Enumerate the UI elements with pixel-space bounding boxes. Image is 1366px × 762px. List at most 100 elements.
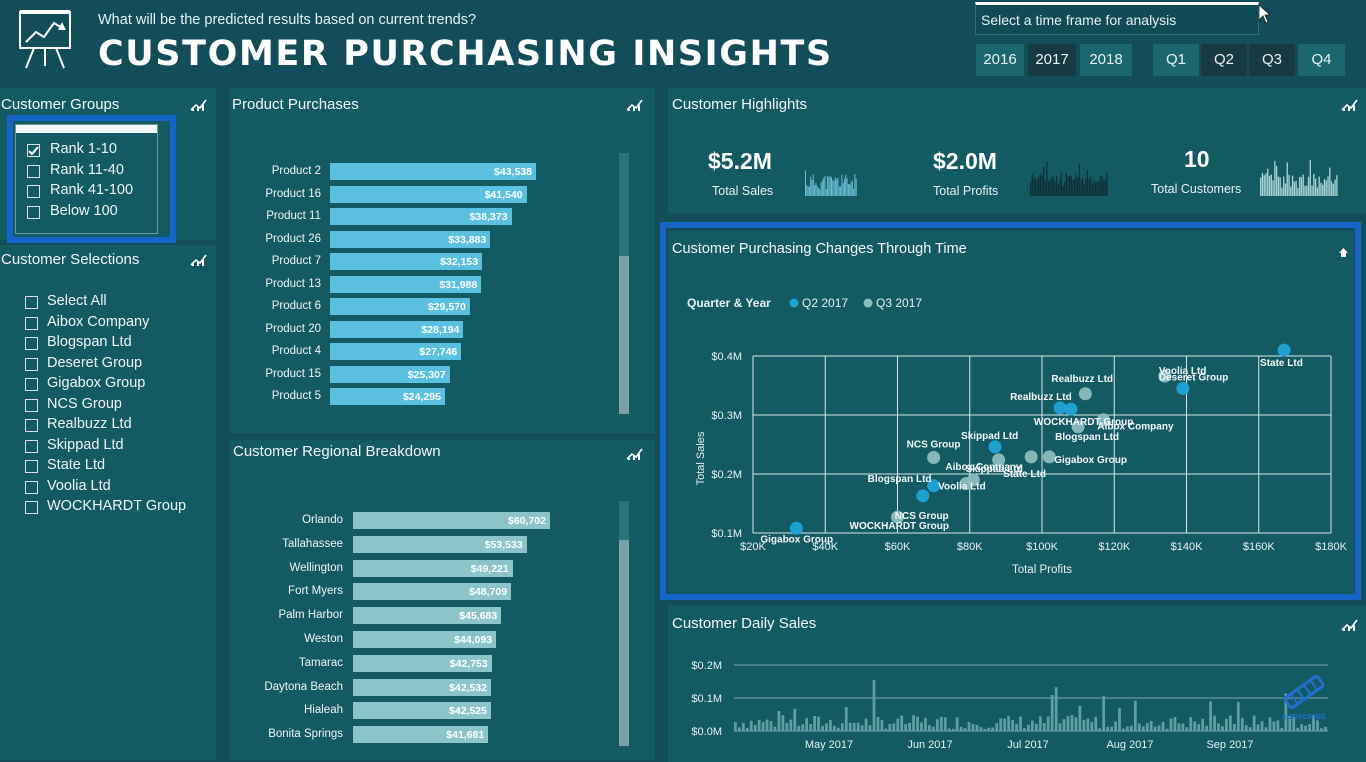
bar[interactable] (353, 726, 489, 744)
bar[interactable] (353, 654, 492, 672)
bar[interactable] (330, 208, 512, 225)
bar[interactable] (330, 230, 491, 248)
quarter-button-q3[interactable]: Q3 (1249, 44, 1295, 76)
daily-sales-bar (1324, 726, 1327, 731)
customer-selection-checkbox[interactable] (25, 357, 38, 371)
bar[interactable] (330, 365, 450, 383)
sparkline-bar (808, 186, 810, 196)
bar[interactable] (330, 343, 462, 360)
daily-x-tick-label: Sep 2017 (1206, 739, 1253, 751)
scatter-point-q2[interactable] (1064, 402, 1078, 416)
customer-group-label: Rank 41-100 (50, 182, 134, 198)
scatter-point-q3[interactable] (1096, 413, 1110, 427)
bar-value-label: $48,709 (469, 586, 508, 599)
quarter-button-q2[interactable]: Q2 (1201, 44, 1247, 76)
bar[interactable] (330, 388, 445, 405)
scatter-point-q3[interactable] (1158, 369, 1172, 383)
customer-selection-checkbox[interactable] (25, 501, 38, 514)
bar-category-label: Product 2 (271, 165, 321, 177)
scatter-point-q2[interactable] (1176, 381, 1190, 395)
chart-insights-icon[interactable] (626, 97, 644, 112)
customer-selection-checkbox[interactable] (25, 460, 38, 473)
bar[interactable] (330, 163, 536, 180)
scatter-point-q3[interactable] (1024, 450, 1038, 464)
report-logo-icon (19, 10, 71, 69)
focus-mode-icon[interactable] (1338, 247, 1349, 258)
timeframe-dropdown[interactable]: Select a time frame for analysis (975, 2, 1259, 35)
bar[interactable] (330, 320, 464, 338)
customer-selection-checkbox[interactable] (25, 378, 38, 391)
customer-group-checkbox[interactable] (27, 144, 40, 157)
scatter-point-q2[interactable] (927, 479, 941, 493)
sparkline-bar (1265, 173, 1267, 196)
sparkline-bar (807, 186, 809, 196)
year-button-2017[interactable]: 2017 (1028, 44, 1076, 76)
legend-label-q3[interactable]: Q3 2017 (876, 296, 922, 310)
daily-sales-bar (734, 722, 737, 731)
year-button-2018[interactable]: 2018 (1080, 44, 1132, 76)
bar[interactable] (353, 631, 497, 648)
sparkline-bar (1311, 185, 1313, 196)
bar[interactable] (330, 275, 482, 293)
customer-selection-label: Aibox Company (47, 313, 150, 330)
year-button-2016[interactable]: 2016 (976, 44, 1024, 76)
scatter-point-q3[interactable] (891, 510, 904, 524)
daily-sales-bar (1031, 720, 1034, 731)
scatter-point-q3[interactable] (1071, 420, 1085, 434)
scatter-point-q2[interactable] (988, 440, 1002, 454)
scatter-point-q2[interactable] (1277, 343, 1291, 357)
scatter-point-label: Realbuzz Ltd (1051, 374, 1113, 385)
bar[interactable] (330, 298, 470, 315)
subscribe-logo-icon[interactable]: SUBSCRIBE (1276, 668, 1332, 722)
chart-insights-icon[interactable] (190, 252, 208, 267)
customer-group-checkbox[interactable] (27, 205, 40, 219)
sparkline-bar (1099, 176, 1102, 196)
customer-selection-checkbox[interactable] (25, 398, 38, 412)
scatter-point-q3[interactable] (992, 453, 1006, 467)
customer-group-checkbox[interactable] (27, 185, 40, 198)
bar[interactable] (330, 253, 483, 270)
bar[interactable] (353, 512, 550, 529)
scatter-point-q3[interactable] (959, 476, 973, 490)
scatter-point-q3[interactable] (927, 450, 941, 464)
chart-insights-icon[interactable] (1341, 617, 1359, 632)
legend-marker-q2[interactable] (789, 298, 799, 308)
chart-insights-icon[interactable] (190, 97, 208, 112)
scatter-point-label: Skippad Ltd (966, 464, 1023, 475)
customer-selection-checkbox[interactable] (25, 419, 38, 432)
sparkline-bar (855, 178, 857, 196)
quarter-button-q1[interactable]: Q1 (1153, 44, 1199, 76)
chart-insights-icon[interactable] (626, 446, 644, 461)
scatter-point-q3[interactable] (1078, 387, 1092, 401)
bar[interactable] (330, 185, 527, 203)
bar[interactable] (353, 535, 527, 553)
customer-selection-checkbox[interactable] (25, 316, 38, 330)
product-scrollbar-thumb[interactable] (619, 256, 629, 414)
quarter-button-q4[interactable]: Q4 (1298, 44, 1345, 76)
daily-sales-bar (1070, 715, 1074, 731)
daily-sales-bar (1209, 701, 1212, 731)
daily-sales-bar (1114, 721, 1117, 731)
bar[interactable] (353, 607, 502, 625)
scatter-point-q3[interactable] (1042, 450, 1056, 464)
daily-sales-bar (1153, 726, 1157, 731)
scatter-point-q2[interactable] (916, 489, 930, 503)
scatter-point-q2[interactable] (1053, 401, 1067, 415)
legend-label-q2[interactable]: Q2 2017 (802, 296, 848, 310)
chart-insights-icon[interactable] (1341, 97, 1359, 112)
customer-selection-checkbox[interactable] (25, 296, 38, 309)
bar[interactable] (353, 583, 512, 601)
sparkline-bar (841, 174, 843, 196)
scatter-point-label: Aibox Company (945, 462, 1022, 473)
regional-scrollbar-thumb[interactable] (619, 540, 629, 746)
bar[interactable] (353, 559, 513, 577)
bar[interactable] (353, 702, 491, 720)
scatter-point-q2[interactable] (789, 521, 803, 535)
bar[interactable] (353, 678, 492, 696)
daily-sales-title: Customer Daily Sales (672, 615, 817, 632)
customer-selection-checkbox[interactable] (25, 480, 38, 494)
legend-marker-q3[interactable] (863, 298, 873, 308)
customer-selection-checkbox[interactable] (25, 337, 38, 350)
customer-group-checkbox[interactable] (27, 164, 40, 178)
customer-selection-checkbox[interactable] (25, 439, 38, 453)
